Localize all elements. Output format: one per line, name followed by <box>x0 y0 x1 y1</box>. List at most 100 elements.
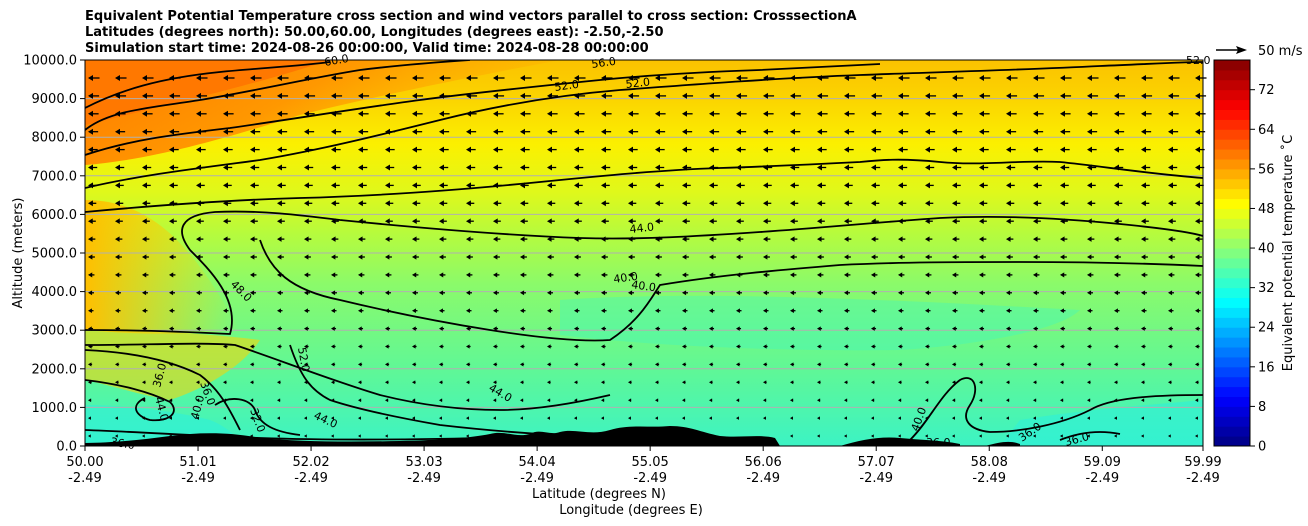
wind-vector <box>439 92 451 99</box>
x-tick-label-lat: 52.02 <box>292 455 329 470</box>
wind-vector <box>1033 110 1044 117</box>
x-axis-label-lat: Latitude (degrees N) <box>532 487 666 502</box>
colorbar-tick-label: 72 <box>1258 83 1275 98</box>
x-tick-label-lon: -2.49 <box>633 471 667 486</box>
wind-vector <box>601 92 613 99</box>
wind-vector <box>547 308 553 314</box>
wind-vector <box>1006 398 1010 403</box>
wind-vector <box>520 75 532 81</box>
wind-vector <box>466 146 476 153</box>
wind-vector <box>682 218 690 225</box>
wind-vector <box>790 326 796 331</box>
wind-vector <box>250 362 255 367</box>
wind-vector <box>574 110 585 117</box>
colorbar-level <box>1214 168 1250 180</box>
wind-vector <box>1060 272 1067 278</box>
wind-vector <box>142 110 153 117</box>
wind-vector <box>844 308 850 314</box>
x-tick-label-lon: -2.49 <box>68 471 102 486</box>
wind-vector <box>952 416 955 420</box>
wind-vector <box>1141 398 1145 403</box>
wind-vector <box>682 416 685 420</box>
colorbar-frame <box>1213 59 1251 447</box>
wind-vector <box>1033 380 1037 385</box>
x-tick-label-lon: -2.49 <box>1186 471 1220 486</box>
wind-vector <box>331 128 342 135</box>
wind-vector <box>520 326 526 331</box>
wind-vector <box>223 128 234 135</box>
wind-vector <box>520 146 530 153</box>
wind-vector <box>1114 398 1118 403</box>
wind-vector <box>88 398 92 403</box>
wind-vector <box>736 218 744 225</box>
wind-vector <box>1114 92 1126 99</box>
wind-vector <box>844 92 856 99</box>
wind-vector <box>763 182 772 189</box>
wind-vector <box>169 128 180 135</box>
wind-vector <box>1060 362 1065 367</box>
wind-vector <box>763 218 771 225</box>
wind-vector <box>1114 290 1120 296</box>
wind-vector <box>466 344 471 349</box>
wind-vector <box>952 146 962 153</box>
wind-vector <box>115 308 121 314</box>
wind-vector <box>277 362 282 367</box>
wind-vector <box>1060 182 1069 189</box>
wind-vector <box>520 290 526 296</box>
wind-vector <box>142 272 149 278</box>
wind-vector <box>142 254 149 260</box>
wind-vector <box>142 92 154 99</box>
wind-vector <box>412 110 423 117</box>
wind-vector <box>250 236 258 242</box>
wind-vector <box>142 128 153 135</box>
wind-vector <box>466 326 472 331</box>
colorbar-level <box>1214 267 1250 279</box>
wind-vector <box>493 128 504 135</box>
wind-vector <box>601 182 610 189</box>
wind-vector <box>1033 128 1044 135</box>
wind-vector <box>196 362 201 367</box>
wind-vector <box>952 164 962 171</box>
wind-vector <box>169 290 175 296</box>
wind-vector <box>898 182 907 189</box>
wind-vector <box>763 290 769 296</box>
wind-vector <box>1141 434 1144 438</box>
colorbar-level <box>1214 139 1250 150</box>
wind-vector <box>142 380 146 385</box>
wind-vector <box>1033 164 1043 171</box>
wind-vector <box>952 434 955 438</box>
wind-vector <box>1114 236 1122 242</box>
wind-vector <box>1087 75 1099 81</box>
wind-vector <box>1060 236 1068 242</box>
wind-vector <box>412 290 418 296</box>
wind-vector <box>1033 200 1042 207</box>
wind-vector <box>1033 254 1040 260</box>
wind-vector <box>979 434 982 438</box>
wind-vector <box>223 308 229 314</box>
wind-vector <box>520 164 530 171</box>
wind-vector <box>844 254 851 260</box>
colorbar-level <box>1214 248 1250 259</box>
colorbar-level <box>1214 356 1250 368</box>
wind-vector <box>628 200 637 207</box>
wind-vector <box>871 200 880 207</box>
colorbar-level <box>1214 109 1250 120</box>
wind-vector <box>115 398 119 403</box>
wind-vector <box>628 92 640 99</box>
wind-vector <box>574 326 580 331</box>
wind-vector <box>898 272 905 278</box>
wind-vector <box>520 272 527 278</box>
colorbar-level <box>1214 366 1250 378</box>
wind-vector <box>196 434 199 438</box>
wind-vector <box>817 326 823 331</box>
wind-vector <box>817 110 828 117</box>
wind-vector <box>1060 146 1070 153</box>
wind-vector <box>574 254 581 260</box>
colorbar-level <box>1214 69 1250 81</box>
wind-vector <box>1141 254 1148 260</box>
wind-vector <box>223 416 226 420</box>
wind-vector <box>88 362 93 367</box>
wind-vector <box>1195 398 1199 403</box>
x-tick-label-lon: -2.49 <box>859 471 893 486</box>
wind-vector <box>736 416 739 420</box>
